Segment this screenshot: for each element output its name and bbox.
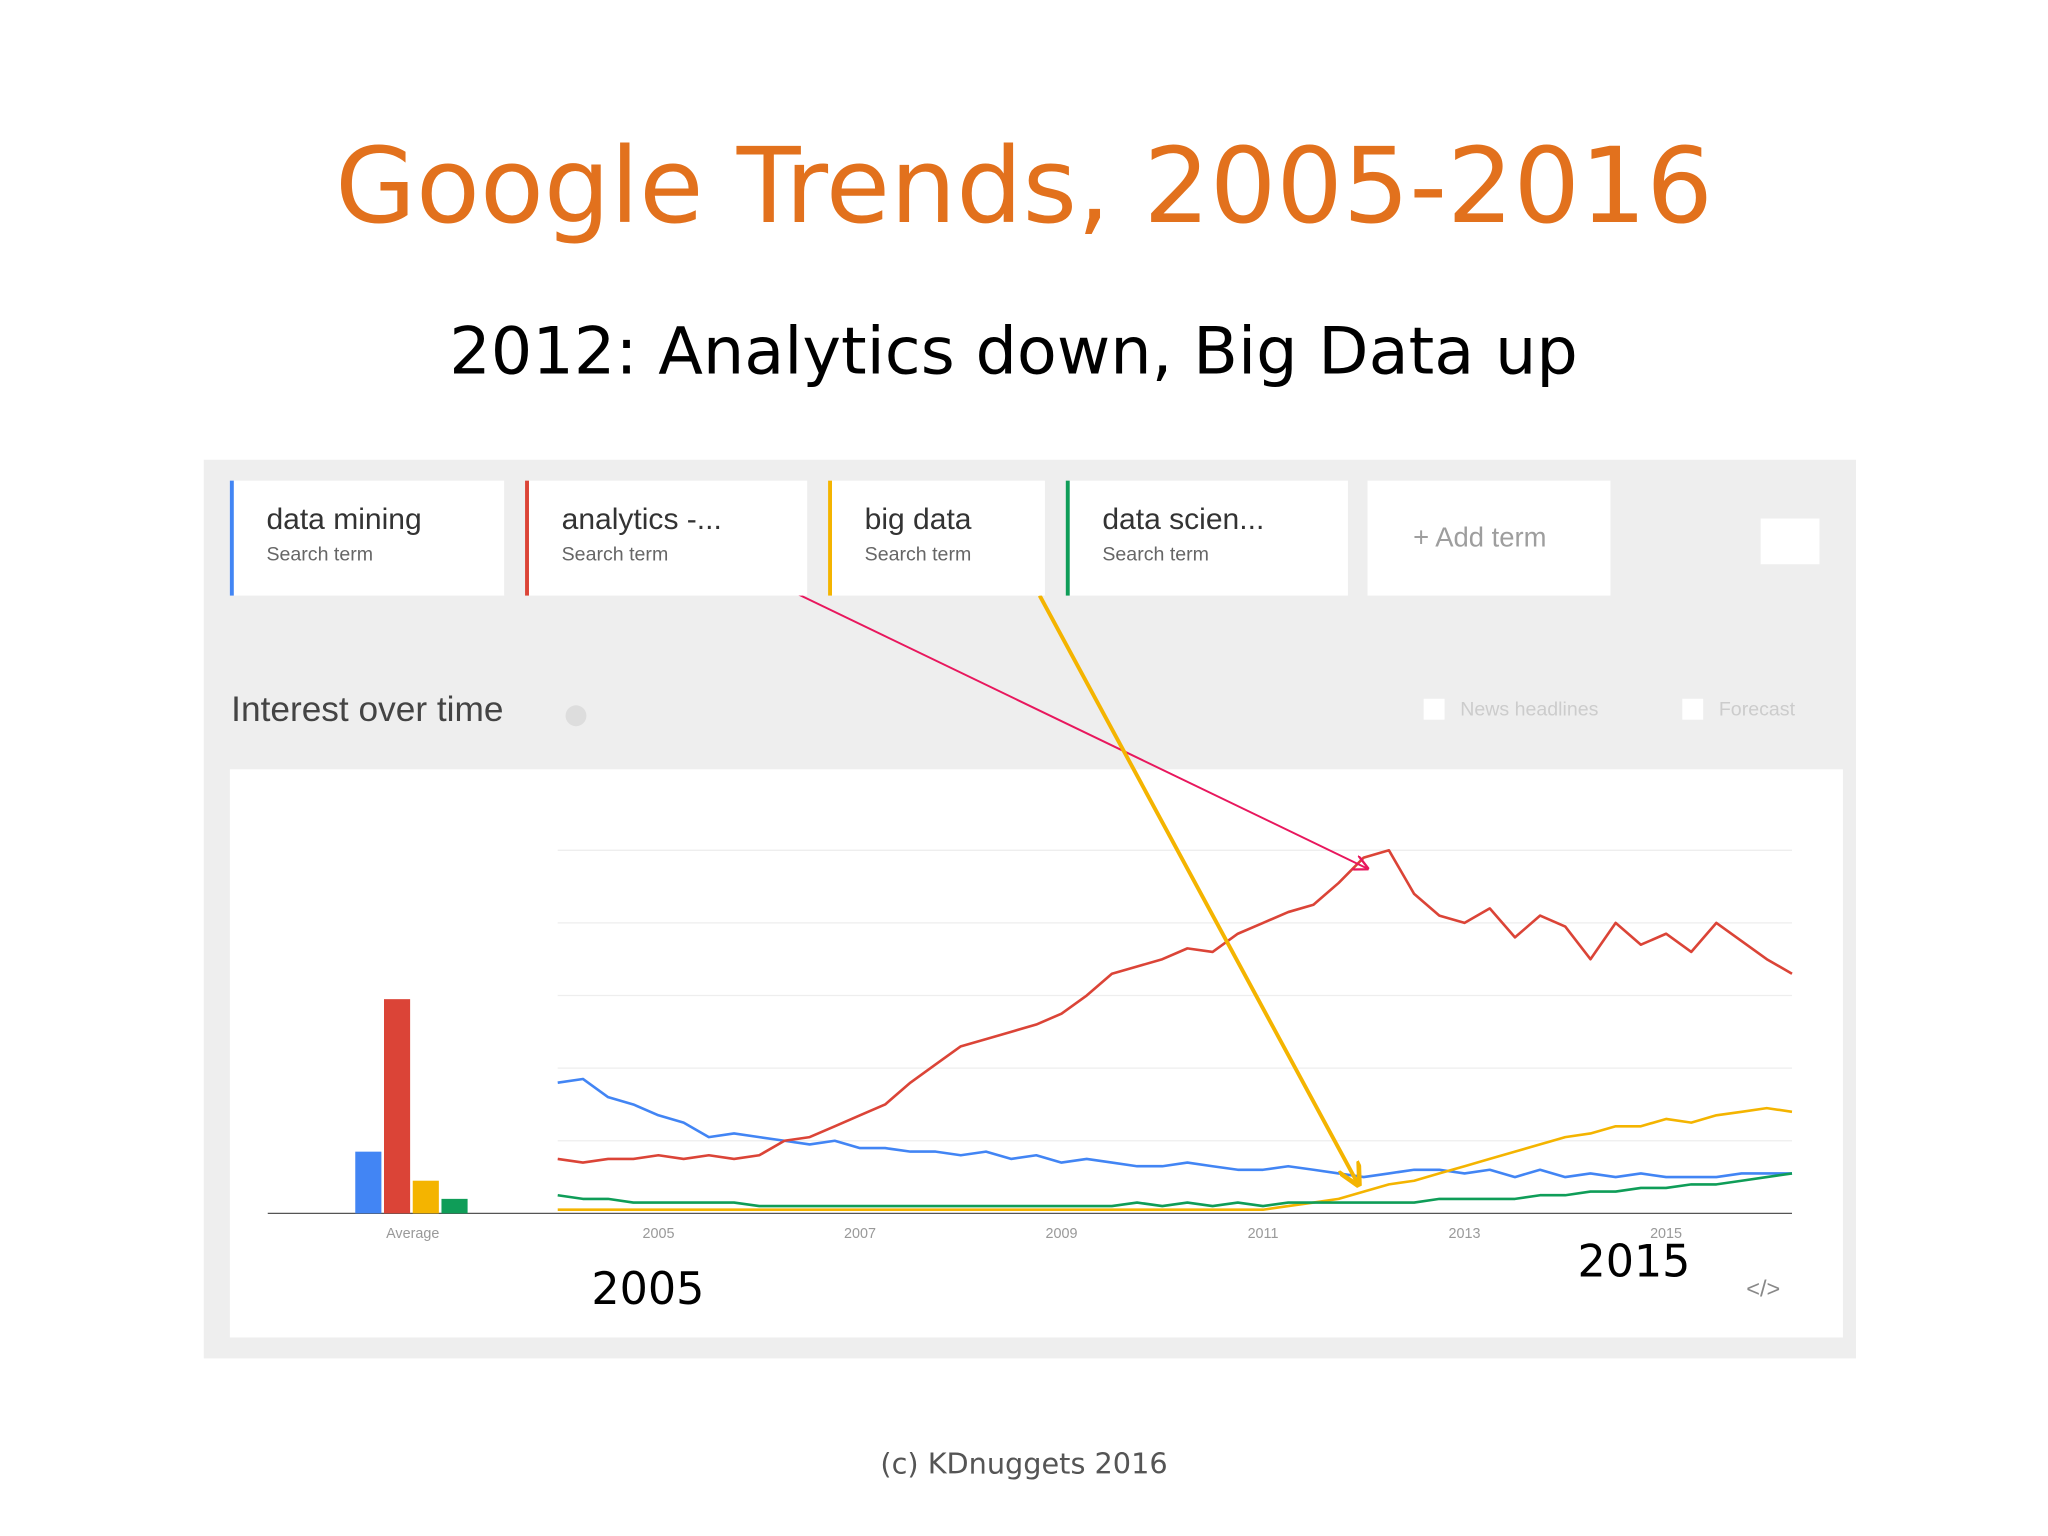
term-box[interactable] bbox=[828, 480, 1045, 596]
series-line bbox=[557, 1077, 1792, 1179]
checkbox[interactable] bbox=[1682, 698, 1704, 720]
legend-label: data mining bbox=[266, 503, 421, 536]
x-tick-label: 2013 bbox=[1449, 1226, 1481, 1242]
average-bar bbox=[355, 1151, 382, 1214]
term-color-bar bbox=[1065, 480, 1070, 596]
legend-label: data scien... bbox=[1102, 503, 1264, 536]
term-color-bar bbox=[525, 480, 529, 596]
series-line bbox=[557, 848, 1793, 1164]
checkbox[interactable] bbox=[1423, 698, 1445, 720]
add-term-box[interactable] bbox=[1367, 480, 1611, 596]
add-term[interactable]: + Add term bbox=[1413, 522, 1546, 553]
annotation-arrow bbox=[1037, 594, 1359, 1185]
help-icon[interactable] bbox=[565, 705, 587, 727]
chart-area bbox=[229, 769, 1843, 1338]
series-line bbox=[557, 1106, 1793, 1212]
slide-title: Google Trends, 2005-2016 bbox=[335, 125, 1713, 247]
footer: (c) KDnuggets 2016 bbox=[880, 1446, 1167, 1480]
x-tick-label: 2011 bbox=[1248, 1226, 1279, 1242]
term-box[interactable] bbox=[525, 480, 808, 596]
annotation-arrow bbox=[795, 592, 1367, 869]
average-bar bbox=[441, 1198, 468, 1214]
x-tick-label: 2005 bbox=[642, 1226, 674, 1242]
news-headlines[interactable]: News headlines bbox=[1460, 699, 1598, 721]
section-title: Interest over time bbox=[231, 690, 503, 729]
annotation: 2005 bbox=[591, 1264, 704, 1315]
term-subtitle: Search term bbox=[865, 543, 972, 565]
average-bar bbox=[384, 999, 411, 1214]
term-box[interactable] bbox=[1065, 480, 1348, 596]
term-subtitle: Search term bbox=[266, 543, 373, 565]
average-label: Average bbox=[386, 1226, 439, 1242]
plot: 2005 2007 2009 2011 2013 2015 Average 2005 2015 bbox=[267, 848, 1793, 1315]
annotation: 2015 bbox=[1577, 1236, 1690, 1287]
term-box[interactable] bbox=[229, 480, 505, 596]
legend-label: big data bbox=[865, 503, 972, 536]
x-tick-label: 2007 bbox=[844, 1226, 876, 1242]
term-subtitle: Search term bbox=[1102, 543, 1209, 565]
slide-subtitle: 2012: Analytics down, Big Data up bbox=[449, 313, 1578, 389]
x-tick-label: 2009 bbox=[1046, 1226, 1078, 1242]
forecast[interactable]: Forecast bbox=[1719, 699, 1796, 721]
series-line bbox=[557, 1172, 1793, 1208]
term-color-bar bbox=[828, 480, 832, 596]
legend-label: analytics -... bbox=[562, 503, 722, 536]
x-tick-label: 2015 bbox=[1650, 1226, 1682, 1242]
average-bar bbox=[412, 1180, 439, 1214]
term-color-bar bbox=[229, 480, 234, 596]
term-subtitle: Search term bbox=[562, 543, 669, 565]
menu-box[interactable] bbox=[1760, 518, 1820, 565]
embed-icon[interactable]: </> bbox=[1746, 1276, 1780, 1302]
